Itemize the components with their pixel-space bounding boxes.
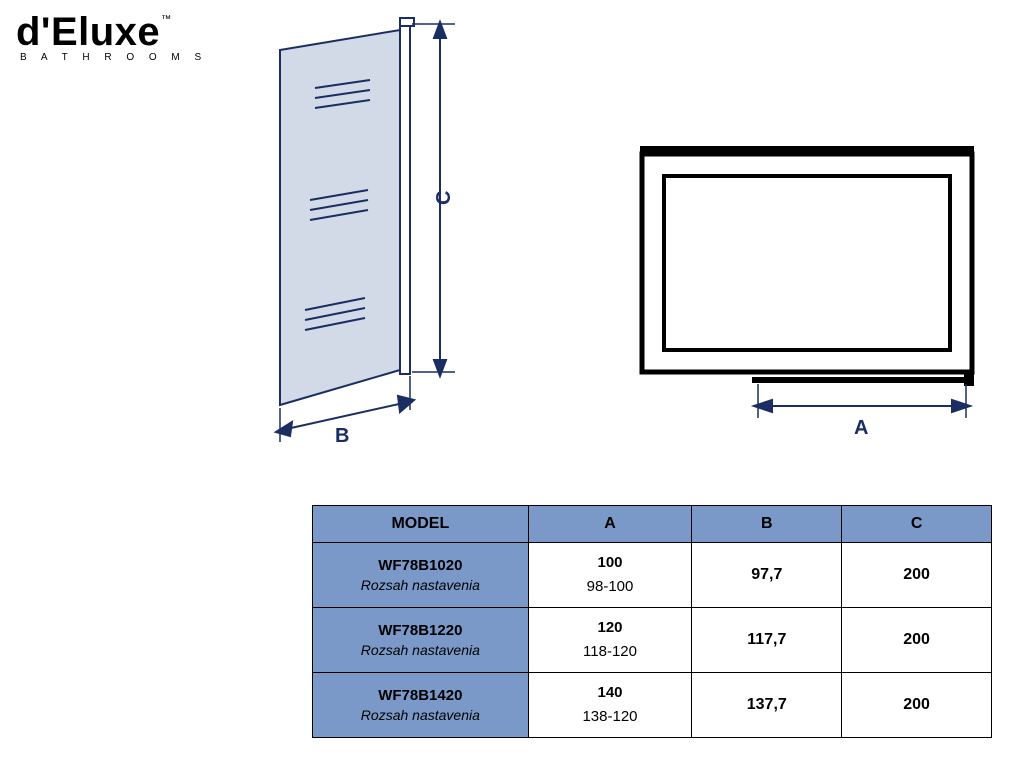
- a-range: 98-100: [529, 575, 692, 599]
- table-row: WF78B1020 Rozsah nastavenia 100 98-100 9…: [313, 543, 992, 608]
- label-c: C: [433, 191, 455, 205]
- model-range-label: Rozsah nastavenia: [313, 576, 528, 596]
- model-range-label: Rozsah nastavenia: [313, 641, 528, 661]
- model-range-label: Rozsah nastavenia: [313, 706, 528, 726]
- header-c: C: [842, 506, 992, 543]
- header-b: B: [692, 506, 842, 543]
- model-cell: WF78B1220 Rozsah nastavenia: [313, 608, 529, 673]
- logo-text: d'Eluxe: [16, 10, 160, 54]
- page-root: d'Eluxe™ B A T H R O O M S: [0, 0, 1020, 769]
- glass-panel: [280, 30, 400, 405]
- table-row: WF78B1420 Rozsah nastavenia 140 138-120 …: [313, 673, 992, 738]
- a-cell: 120 118-120: [528, 608, 692, 673]
- c-cell: 200: [842, 608, 992, 673]
- table-header-row: MODEL A B C: [313, 506, 992, 543]
- b-cell: 97,7: [692, 543, 842, 608]
- a-cell: 100 98-100: [528, 543, 692, 608]
- panel-profile: [400, 22, 410, 374]
- a-cell: 140 138-120: [528, 673, 692, 738]
- diagram-top-view: A: [632, 140, 992, 465]
- model-code: WF78B1220: [313, 620, 528, 641]
- model-code: WF78B1020: [313, 555, 528, 576]
- panel-side-svg: C B: [260, 10, 480, 460]
- dimension-a: [754, 384, 970, 418]
- c-cell: 200: [842, 543, 992, 608]
- a-range: 138-120: [529, 705, 692, 729]
- brand-logo: d'Eluxe™ B A T H R O O M S: [16, 10, 207, 63]
- spec-table: MODEL A B C WF78B1020 Rozsah nastavenia …: [312, 505, 992, 738]
- table-row: WF78B1220 Rozsah nastavenia 120 118-120 …: [313, 608, 992, 673]
- top-rail: [640, 146, 974, 156]
- track-end: [964, 372, 974, 386]
- header-a: A: [528, 506, 692, 543]
- c-cell: 200: [842, 673, 992, 738]
- logo-main-text: d'Eluxe™: [16, 10, 207, 55]
- outer-frame: [642, 154, 972, 372]
- a-range: 118-120: [529, 640, 692, 664]
- b-cell: 117,7: [692, 608, 842, 673]
- label-b: B: [335, 425, 349, 447]
- top-view-svg: A: [632, 140, 992, 460]
- panel-cap: [400, 18, 414, 26]
- inner-frame: [664, 176, 950, 350]
- model-cell: WF78B1020 Rozsah nastavenia: [313, 543, 529, 608]
- model-cell: WF78B1420 Rozsah nastavenia: [313, 673, 529, 738]
- header-model: MODEL: [313, 506, 529, 543]
- label-a: A: [854, 417, 868, 439]
- logo-tm: ™: [161, 14, 172, 25]
- a-main: 100: [529, 551, 692, 575]
- b-cell: 137,7: [692, 673, 842, 738]
- a-main: 120: [529, 616, 692, 640]
- model-code: WF78B1420: [313, 685, 528, 706]
- a-main: 140: [529, 681, 692, 705]
- diagram-panel-side: C B: [260, 10, 480, 465]
